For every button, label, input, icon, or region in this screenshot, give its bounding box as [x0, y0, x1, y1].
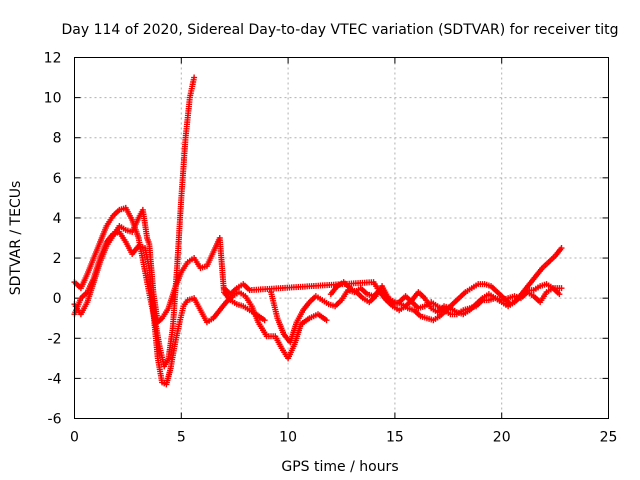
series-group: [327, 245, 565, 324]
y-tick-label: -6: [48, 412, 62, 428]
x-tick-label: 5: [177, 430, 186, 446]
y-tick-label: 12: [44, 51, 62, 67]
y-tick-label: 2: [53, 251, 62, 267]
data-point-marker: [558, 245, 565, 252]
series-group: [221, 279, 563, 318]
grid-lines: [74, 57, 609, 419]
data-series: [71, 74, 565, 388]
x-axis-label: GPS time / hours: [281, 459, 398, 475]
y-tick-label: -2: [48, 331, 62, 347]
plot-border: [74, 57, 609, 419]
tick-labels: 0 5 10 15 20 25 -6 -4 -2 0 2 4 6 8 10 12: [44, 51, 618, 446]
y-tick-label: 8: [53, 131, 62, 147]
data-point-marker: [558, 285, 565, 292]
x-tick-label: 0: [70, 430, 79, 446]
y-tick-label: 10: [44, 91, 62, 107]
series-group: [71, 228, 330, 388]
data-point-marker: [261, 317, 268, 324]
axis-ticks: [74, 57, 609, 419]
x-tick-label: 20: [493, 430, 511, 446]
y-tick-label: 4: [53, 211, 62, 227]
y-axis-label: SDTVAR / TECUs: [8, 181, 24, 296]
series-group: [71, 206, 268, 326]
data-point-marker: [556, 291, 563, 298]
chart-title: Day 114 of 2020, Sidereal Day-to-day VTE…: [62, 22, 619, 38]
x-tick-label: 10: [279, 430, 297, 446]
x-tick-label: 25: [600, 430, 618, 446]
y-tick-label: 6: [53, 171, 62, 187]
y-tick-label: 0: [53, 291, 62, 307]
data-point-marker: [323, 317, 330, 324]
y-tick-label: -4: [48, 371, 62, 387]
data-point-marker: [191, 74, 198, 81]
x-tick-label: 15: [386, 430, 404, 446]
